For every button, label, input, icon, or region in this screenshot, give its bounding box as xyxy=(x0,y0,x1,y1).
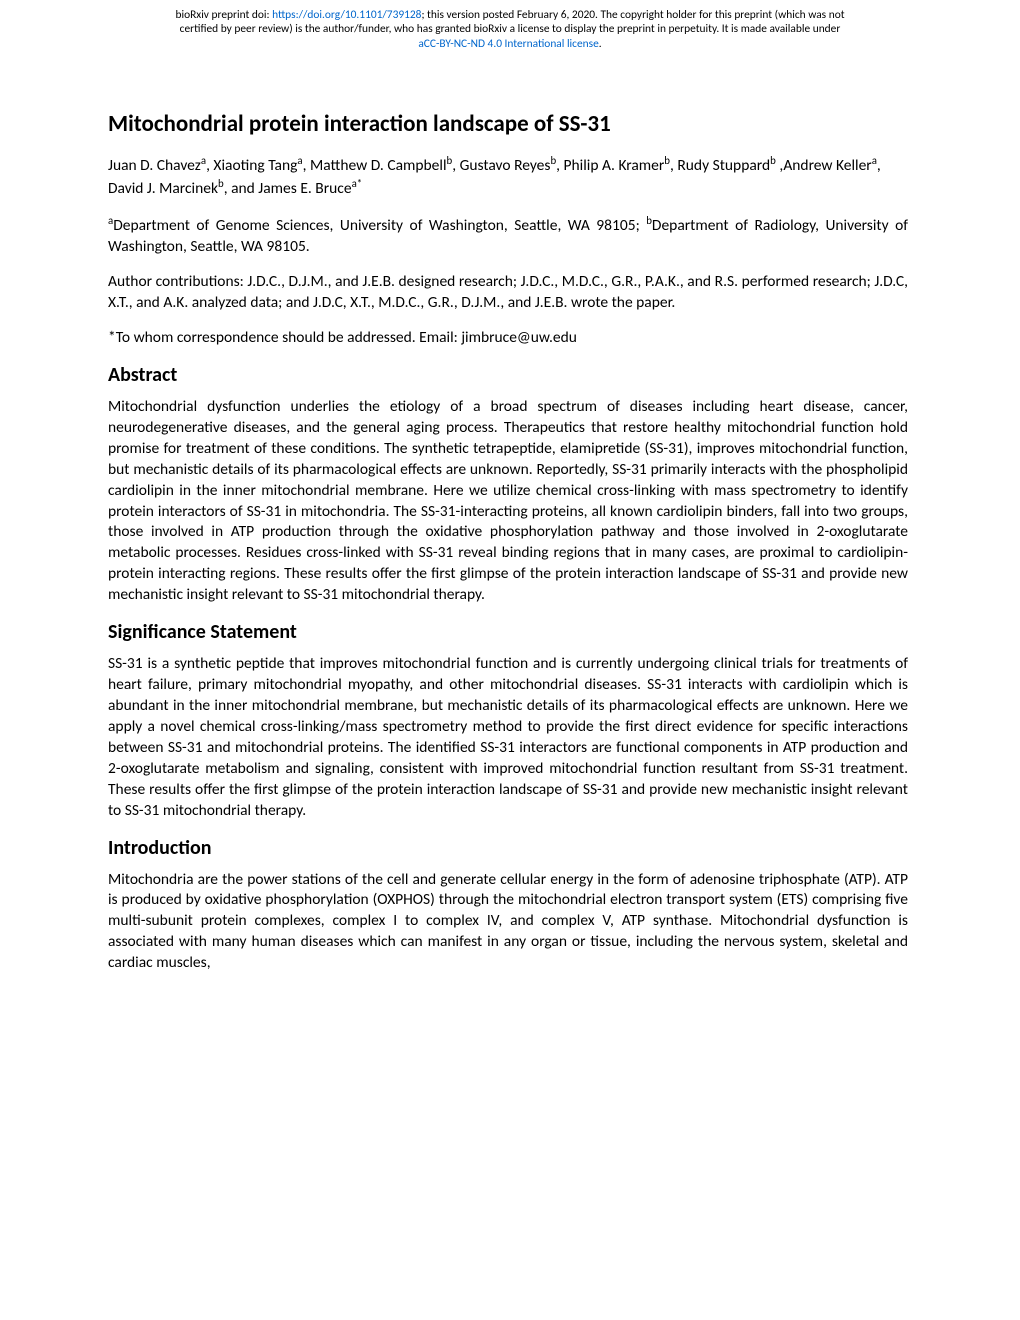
preprint-banner: bioRxiv preprint doi: https://doi.org/10… xyxy=(0,8,1020,51)
page-content: Mitochondrial protein interaction landsc… xyxy=(108,110,908,988)
introduction-body: Mitochondria are the power stations of t… xyxy=(108,870,908,975)
banner-line3-suffix: . xyxy=(599,37,602,51)
abstract-heading: Abstract xyxy=(108,363,908,387)
doi-link[interactable]: https://doi.org/10.1101/739128 xyxy=(272,8,421,22)
banner-line2: certified by peer review) is the author/… xyxy=(180,22,841,36)
banner-line1-prefix: bioRxiv preprint doi: xyxy=(175,8,272,22)
significance-body: SS-31 is a synthetic peptide that improv… xyxy=(108,654,908,821)
significance-heading: Significance Statement xyxy=(108,620,908,644)
paper-title: Mitochondrial protein interaction landsc… xyxy=(108,110,908,138)
affiliations: aDepartment of Genome Sciences, Universi… xyxy=(108,214,908,258)
author-contributions: Author contributions: J.D.C., D.J.M., an… xyxy=(108,272,908,314)
abstract-body: Mitochondrial dysfunction underlies the … xyxy=(108,397,908,606)
license-link[interactable]: aCC-BY-NC-ND 4.0 International license xyxy=(418,37,598,51)
corresponding-author: *To whom correspondence should be addres… xyxy=(108,328,908,349)
introduction-heading: Introduction xyxy=(108,836,908,860)
authors-list: Juan D. Chaveza, Xiaoting Tanga, Matthew… xyxy=(108,154,908,200)
banner-line1-suffix: ; this version posted February 6, 2020. … xyxy=(421,8,844,22)
